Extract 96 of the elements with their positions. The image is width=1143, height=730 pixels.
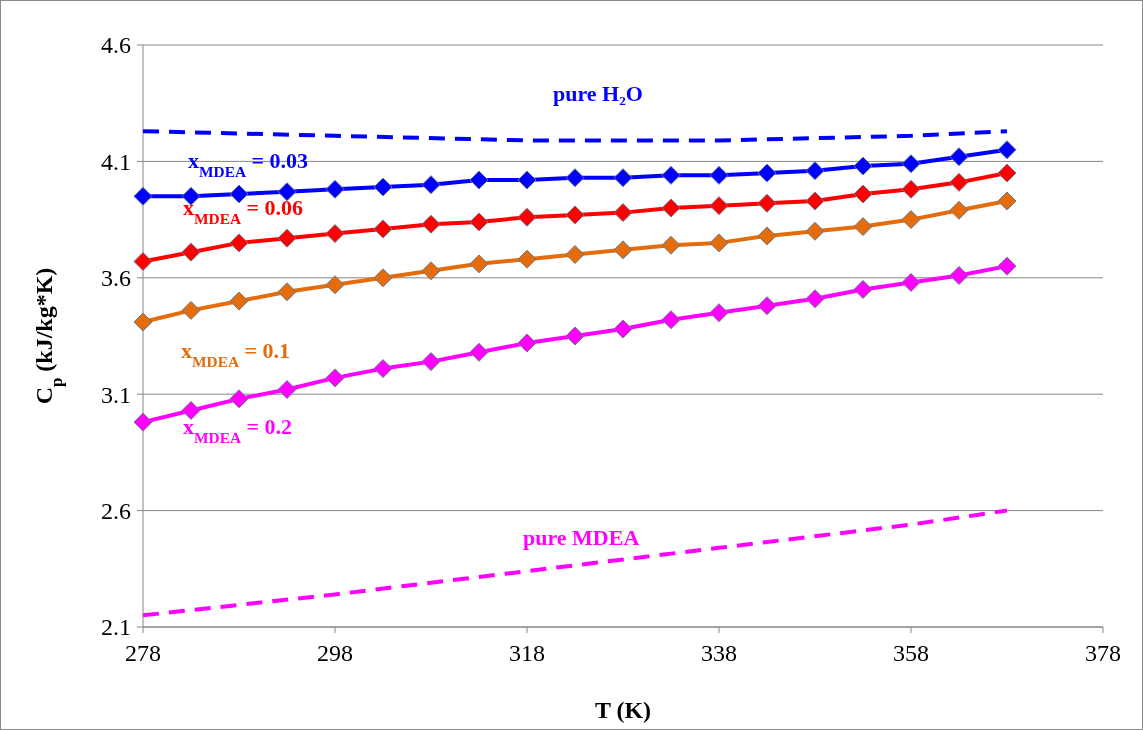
point [133, 252, 153, 271]
point [613, 203, 633, 223]
point [805, 161, 825, 181]
point [853, 184, 873, 204]
point [517, 249, 537, 269]
point [757, 163, 777, 183]
series-label: pure H₂O [553, 81, 643, 107]
x-tick-label: 298 [317, 640, 353, 666]
point [181, 242, 201, 262]
point [805, 191, 825, 211]
point [469, 254, 489, 274]
point [373, 177, 393, 197]
point [325, 275, 345, 295]
point [853, 156, 873, 176]
y-tick-label: 2.1 [101, 614, 131, 641]
point [997, 163, 1017, 183]
series-label: pure MDEA [523, 525, 640, 551]
series-label: x$_{MDEA}$ = 0.06 [183, 194, 304, 226]
point [661, 165, 681, 185]
point [517, 170, 537, 190]
point [469, 342, 489, 362]
point [901, 272, 921, 292]
point [229, 233, 249, 253]
point [373, 359, 393, 379]
point [229, 291, 249, 311]
point [949, 172, 969, 192]
point [325, 224, 345, 244]
point [421, 175, 441, 195]
line-series [141, 508, 1009, 618]
point [949, 200, 969, 220]
point [805, 289, 825, 309]
point [277, 228, 297, 248]
point [757, 193, 777, 213]
point [181, 186, 201, 206]
point [709, 165, 729, 185]
point [661, 235, 681, 255]
point [181, 401, 201, 420]
point [565, 245, 585, 265]
point [565, 326, 585, 346]
point [997, 256, 1017, 276]
point [565, 168, 585, 188]
point [949, 265, 969, 285]
point [613, 319, 633, 339]
point [757, 296, 777, 316]
y-tick-label: 2.6 [101, 498, 131, 524]
point [709, 233, 729, 253]
point [661, 198, 681, 218]
point [373, 219, 393, 239]
point [949, 147, 969, 167]
point [133, 412, 153, 432]
series-label: x$_{MDEA}$ = 0.1 [181, 338, 291, 370]
x-tick-label: 358 [893, 640, 929, 666]
point [709, 196, 729, 216]
x-axis-title: T (K) [594, 697, 652, 723]
x-tick-label: 278 [125, 640, 161, 666]
point [997, 191, 1017, 211]
point [853, 217, 873, 237]
point [661, 310, 681, 330]
series-label: x$_{MDEA}$ = 0.03 [188, 148, 309, 180]
point [133, 312, 153, 332]
point [565, 205, 585, 225]
point [325, 179, 345, 199]
point [517, 207, 537, 227]
y-tick-label: 4.1 [101, 148, 131, 175]
point [901, 179, 921, 199]
point [229, 389, 249, 409]
point [709, 303, 729, 323]
point [421, 261, 441, 281]
x-tick-label: 318 [509, 640, 545, 666]
point [421, 214, 441, 234]
point [277, 380, 297, 400]
point [373, 268, 393, 288]
point [133, 186, 153, 206]
point [517, 333, 537, 353]
series-label: x$_{MDEA}$ = 0.2 [183, 414, 293, 446]
point [901, 154, 921, 174]
point [325, 368, 345, 388]
point [277, 282, 297, 302]
point [229, 184, 249, 204]
point [469, 212, 489, 232]
point [181, 300, 201, 320]
point [613, 168, 633, 188]
point [613, 240, 633, 260]
point [421, 352, 441, 372]
x-tick-label: 378 [1085, 640, 1121, 666]
point [277, 182, 297, 202]
y-tick-label: 4.6 [101, 32, 131, 59]
point [853, 279, 873, 299]
point [901, 210, 921, 230]
point [805, 221, 825, 241]
point [757, 226, 777, 246]
y-tick-label: 3.6 [101, 265, 131, 292]
point [997, 140, 1017, 160]
point [469, 170, 489, 190]
y-tick-label: 3.1 [101, 381, 131, 408]
x-tick-label: 338 [701, 640, 737, 666]
